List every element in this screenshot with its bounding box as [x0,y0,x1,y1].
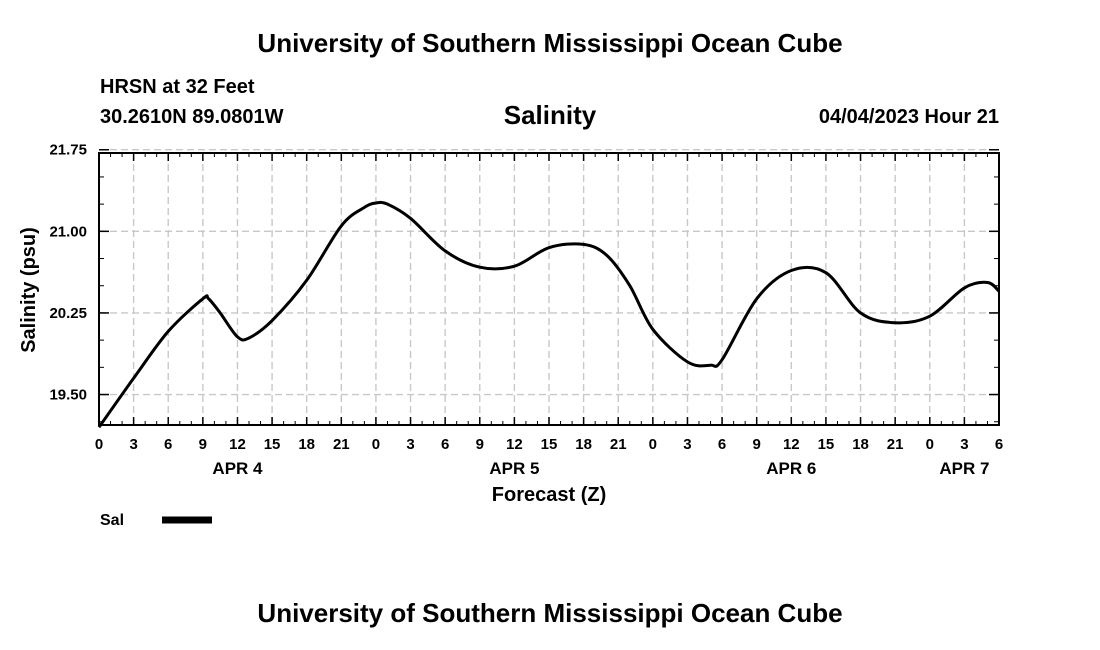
grid-layer [99,149,999,425]
x-tick-label: 6 [164,436,172,453]
x-date-label: APR 6 [766,459,816,478]
series-line-sal [97,200,1001,429]
x-tick-label: 3 [129,436,137,453]
x-tick-label: 0 [372,436,380,453]
x-tick-label: 18 [575,436,592,453]
label-layer: 0 3 6 9 12 15 18 21 0 3 6 9 12 15 18 21 0 3 6 9 12 15 18 21 0 3 6A… [49,142,1003,478]
y-tick-label: 21.75 [49,142,87,159]
x-tick-label: 15 [264,436,281,453]
x-date-label: APR 7 [939,459,989,478]
x-tick-label: 6 [995,436,1003,453]
x-tick-label: 0 [95,436,103,453]
x-tick-label: 3 [406,436,414,453]
x-tick-label: 15 [818,436,835,453]
y-axis-label: Salinity (psu) [18,227,40,353]
x-tick-label: 3 [960,436,968,453]
x-date-label: APR 5 [489,459,539,478]
x-tick-label: 21 [887,436,904,453]
x-tick-label: 12 [506,436,523,453]
x-axis-label: Forecast (Z) [492,484,606,506]
footer-title: University of Southern Mississippi Ocean… [257,598,843,628]
y-tick-label: 20.25 [49,305,87,322]
x-tick-label: 21 [333,436,350,453]
y-tick-label: 21.00 [49,223,87,240]
x-tick-label: 15 [541,436,558,453]
x-date-label: APR 4 [212,459,263,478]
x-tick-label: 12 [229,436,246,453]
x-tick-label: 18 [852,436,869,453]
series-layer [97,200,1001,429]
x-tick-label: 21 [610,436,627,453]
x-tick-label: 0 [649,436,657,453]
x-tick-label: 12 [783,436,800,453]
x-tick-label: 9 [476,436,484,453]
x-tick-label: 3 [683,436,691,453]
x-tick-label: 6 [718,436,726,453]
x-tick-label: 0 [926,436,934,453]
y-tick-label: 19.50 [49,387,87,404]
chart-title: Salinity [503,100,597,130]
x-tick-label: 18 [298,436,315,453]
x-tick-label: 6 [441,436,449,453]
x-tick-label: 9 [199,436,207,453]
station-coordinates: 30.2610N 89.0801W [100,106,284,128]
station-name: HRSN at 32 Feet [100,76,255,98]
forecast-datetime: 04/04/2023 Hour 21 [818,106,999,128]
x-tick-label: 9 [753,436,761,453]
plot-frame [98,152,1000,426]
legend-label: Sal [100,512,124,529]
page-title: University of Southern Mississippi Ocean… [257,28,843,58]
